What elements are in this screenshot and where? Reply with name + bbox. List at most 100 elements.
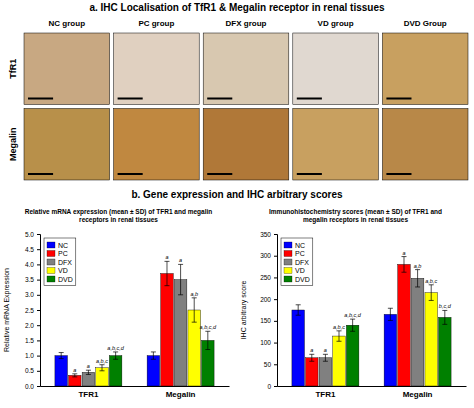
annotation: a bbox=[179, 257, 182, 263]
bar bbox=[147, 356, 160, 386]
y-tick-mark bbox=[274, 343, 277, 344]
y-tick-label: 1.0 bbox=[25, 352, 34, 359]
column-header: PC group bbox=[138, 19, 174, 28]
legend-swatch bbox=[47, 259, 55, 265]
bar bbox=[55, 356, 68, 386]
legend-swatch bbox=[47, 276, 55, 282]
y-tick-label: 3.0 bbox=[25, 291, 34, 298]
error-bar bbox=[113, 352, 118, 359]
y-tick: 2.0 bbox=[25, 322, 40, 329]
x-tick: TFR1 bbox=[315, 390, 336, 399]
annotation: a,b,c bbox=[96, 358, 108, 364]
column-header: DVD Group bbox=[404, 19, 447, 28]
error-bar bbox=[442, 310, 447, 324]
y-tick-mark bbox=[274, 364, 277, 365]
y-tick-label: 0.0 bbox=[25, 383, 34, 390]
y-axis: 050100150200250300350 bbox=[260, 231, 277, 390]
x-tick-label: Megalin bbox=[166, 390, 196, 399]
legend-label: NC bbox=[58, 242, 68, 249]
legend-label: VD bbox=[295, 267, 305, 274]
chart-title: Immunohistochemistry scores (mean ± SD) … bbox=[269, 208, 442, 224]
annotation: a bbox=[310, 347, 313, 353]
figure-title: b. Gene expression and IHC arbitrary sco… bbox=[131, 189, 343, 200]
legend-swatch bbox=[284, 268, 292, 274]
bar bbox=[398, 264, 411, 386]
x-tick: TFR1 bbox=[78, 390, 99, 399]
row-label: TfR1 bbox=[8, 59, 18, 79]
error-bar bbox=[309, 354, 314, 361]
figure: a. IHC Localisation of TfR1 & Megalin re… bbox=[0, 0, 474, 408]
legend-swatch bbox=[47, 251, 55, 257]
tissue-image bbox=[203, 33, 289, 105]
tissue-image bbox=[114, 33, 200, 105]
tissue-image bbox=[293, 33, 379, 105]
annotations: aaaaa,b,ca,ba,b,c,da,b,c,d bbox=[73, 254, 217, 372]
error-bar bbox=[388, 308, 393, 320]
x-tick: Megalin bbox=[403, 390, 433, 399]
legend-label: DVD bbox=[58, 276, 73, 283]
bar bbox=[306, 358, 319, 386]
y-tick-label: 200 bbox=[260, 296, 271, 303]
y-tick: 2.5 bbox=[25, 307, 40, 314]
legend: NCPCDFXVDDVD bbox=[281, 238, 313, 286]
annotation: a,b,c,d bbox=[107, 345, 124, 351]
y-tick-label: 3.5 bbox=[25, 276, 34, 283]
bar bbox=[161, 274, 174, 386]
tissue-image bbox=[293, 109, 379, 181]
scale-bar bbox=[297, 98, 322, 100]
annotations: aaaa,ba,b,ca,b,ca,b,c,db,c,d bbox=[310, 250, 451, 354]
row-label: Megalin bbox=[8, 127, 18, 161]
y-axis-line bbox=[274, 235, 278, 387]
x-tick: Megalin bbox=[166, 390, 196, 399]
panel-title: a. IHC Localisation of TfR1 & Megalin re… bbox=[89, 2, 385, 13]
scale-bar bbox=[386, 173, 411, 175]
legend-label: DFX bbox=[295, 259, 309, 266]
y-tick: 150 bbox=[260, 317, 277, 324]
legend-swatch bbox=[47, 242, 55, 248]
legend-swatch bbox=[47, 268, 55, 274]
y-tick-mark bbox=[274, 234, 277, 235]
y-axis-title: Relative mRNA Expression bbox=[3, 268, 11, 352]
y-tick-label: 100 bbox=[260, 339, 271, 346]
bar bbox=[319, 358, 332, 386]
legend-label: PC bbox=[295, 250, 305, 257]
bar bbox=[333, 336, 346, 386]
legend-swatch bbox=[284, 276, 292, 282]
y-tick-label: 4.0 bbox=[25, 261, 34, 268]
error-bar bbox=[164, 261, 169, 285]
tissue-image bbox=[24, 109, 110, 181]
tissue-image bbox=[382, 33, 468, 105]
y-tick-mark bbox=[274, 277, 277, 278]
tissue-image bbox=[114, 109, 200, 181]
annotation: a bbox=[402, 250, 405, 256]
column-header: DFX group bbox=[226, 19, 267, 28]
y-tick-mark bbox=[37, 310, 40, 311]
y-tick-mark bbox=[274, 299, 277, 300]
chart-title: Relative mRNA expression (mean ± SD) of … bbox=[25, 208, 213, 224]
y-tick: 5.0 bbox=[25, 231, 40, 238]
y-tick-label: 0.5 bbox=[25, 367, 34, 374]
y-tick-mark bbox=[37, 280, 40, 281]
y-tick: 0.5 bbox=[25, 367, 40, 374]
bar bbox=[174, 280, 187, 386]
tissue-image bbox=[382, 109, 468, 181]
y-tick: 50 bbox=[264, 361, 277, 368]
x-axis-line bbox=[41, 386, 230, 387]
y-tick-label: 350 bbox=[260, 231, 271, 238]
y-tick: 350 bbox=[260, 231, 277, 238]
y-tick-mark bbox=[37, 249, 40, 250]
y-tick: 4.5 bbox=[25, 246, 40, 253]
y-axis-line bbox=[37, 235, 41, 387]
x-axis-line bbox=[278, 386, 467, 387]
scale-bar bbox=[207, 173, 232, 175]
tissue-image bbox=[24, 33, 110, 105]
annotation: a,b bbox=[190, 291, 198, 297]
y-tick-label: 50 bbox=[264, 361, 272, 368]
y-tick: 0.0 bbox=[25, 383, 40, 390]
legend-box bbox=[44, 238, 76, 286]
bar bbox=[411, 278, 424, 386]
y-tick: 3.0 bbox=[25, 291, 40, 298]
error-bar bbox=[86, 370, 91, 374]
y-tick-mark bbox=[37, 356, 40, 357]
y-tick-label: 250 bbox=[260, 274, 271, 281]
